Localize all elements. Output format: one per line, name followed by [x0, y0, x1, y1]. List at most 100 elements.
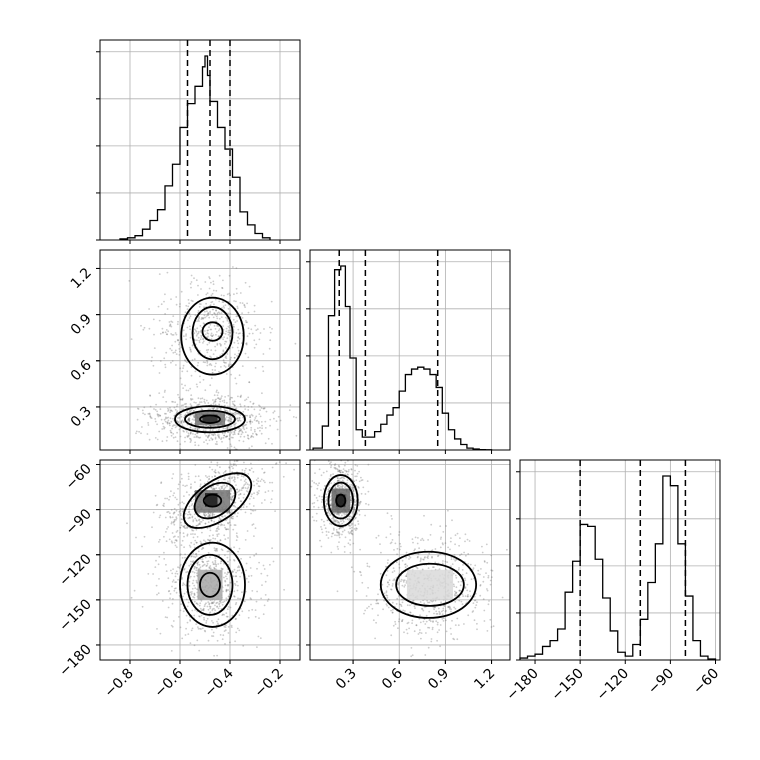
scatter-point — [190, 399, 193, 401]
scatter-point — [405, 551, 408, 554]
scatter-point — [257, 477, 259, 480]
scatter-point — [199, 338, 202, 341]
scatter-point — [244, 424, 247, 427]
scatter-point — [225, 589, 228, 592]
panel-frame — [99, 459, 301, 661]
scatter-point — [228, 437, 231, 440]
scatter-point — [392, 624, 395, 627]
scatter-point — [165, 329, 168, 331]
scatter-point — [198, 303, 201, 305]
scatter-point — [154, 418, 157, 420]
contour-line — [180, 296, 245, 376]
scatter-point — [351, 484, 354, 487]
scatter-point — [192, 536, 195, 539]
scatter-point — [345, 470, 348, 473]
scatter-point — [210, 334, 212, 337]
scatter-point — [231, 496, 234, 498]
scatter-point — [239, 597, 242, 600]
scatter-point — [162, 504, 165, 507]
scatter-point — [178, 354, 181, 356]
scatter-point — [401, 601, 404, 604]
scatter-point — [454, 600, 457, 603]
scatter-point — [230, 425, 233, 428]
scatter-point — [200, 521, 203, 523]
scatter-point — [236, 419, 239, 422]
scatter-point — [171, 572, 174, 575]
scatter-point — [216, 325, 219, 327]
scatter-point — [461, 603, 464, 606]
scatter-point — [262, 353, 265, 355]
scatter-point — [235, 315, 238, 318]
contour-line — [191, 306, 234, 361]
scatter-point — [210, 437, 213, 440]
scatter-point — [241, 317, 244, 319]
scatter-point — [244, 414, 247, 417]
scatter-point — [430, 599, 432, 602]
scatter-point — [404, 566, 407, 569]
scatter-point — [439, 546, 442, 549]
scatter-point — [477, 569, 480, 572]
scatter-point — [207, 455, 209, 457]
scatter-point — [224, 410, 227, 412]
x-tick-label: −180 — [503, 666, 542, 705]
scatter-point — [449, 627, 452, 630]
scatter-point — [257, 420, 260, 423]
scatter-point — [213, 549, 216, 552]
scatter-point — [143, 406, 146, 409]
scatter-point — [458, 589, 461, 592]
scatter-point — [349, 502, 352, 504]
scatter-point — [338, 479, 341, 482]
scatter-point — [489, 579, 492, 582]
scatter-point — [204, 540, 207, 543]
scatter-point — [149, 394, 151, 397]
scatter-point — [196, 320, 199, 323]
scatter-point — [269, 339, 272, 342]
scatter-point — [355, 475, 358, 478]
scatter-point — [231, 498, 234, 501]
scatter-point — [224, 427, 227, 430]
scatter-point — [180, 398, 182, 401]
scatter-point — [158, 555, 161, 558]
scatter-point — [193, 332, 196, 335]
scatter-point — [214, 349, 217, 352]
scatter-point — [320, 518, 323, 521]
scatter-point — [422, 620, 425, 623]
scatter-point — [230, 418, 233, 420]
scatter-point — [165, 570, 168, 572]
scatter-point — [171, 625, 174, 628]
scatter-point — [264, 427, 267, 429]
scatter-point — [391, 611, 394, 614]
scatter-point — [383, 599, 385, 602]
scatter-point — [191, 300, 194, 303]
scatter-point — [254, 527, 257, 530]
scatter-point — [214, 365, 217, 368]
scatter-point — [270, 498, 273, 500]
scatter-point — [179, 448, 182, 450]
scatter-point — [336, 512, 339, 515]
scatter-point — [329, 499, 332, 502]
scatter-point — [201, 558, 204, 560]
scatter-point — [190, 486, 192, 488]
scatter-point — [330, 504, 332, 507]
scatter-point — [353, 508, 355, 511]
scatter-point — [216, 605, 219, 608]
scatter-point — [336, 531, 338, 533]
scatter-point — [238, 418, 241, 421]
scatter-point — [204, 556, 207, 559]
scatter-point — [219, 634, 222, 636]
scatter-point — [237, 565, 240, 568]
scatter-point — [224, 478, 226, 481]
scatter-point — [224, 366, 227, 368]
scatter-point — [242, 475, 245, 478]
scatter-point — [337, 470, 339, 473]
scatter-point — [398, 531, 401, 533]
scatter-point — [174, 572, 177, 575]
scatter-point — [232, 266, 234, 268]
scatter-point — [220, 560, 223, 563]
scatter-point — [190, 397, 192, 400]
scatter-point — [191, 587, 194, 590]
scatter-point — [337, 520, 340, 523]
scatter-point — [236, 491, 239, 494]
scatter-point — [427, 557, 429, 559]
scatter-point — [165, 400, 168, 403]
